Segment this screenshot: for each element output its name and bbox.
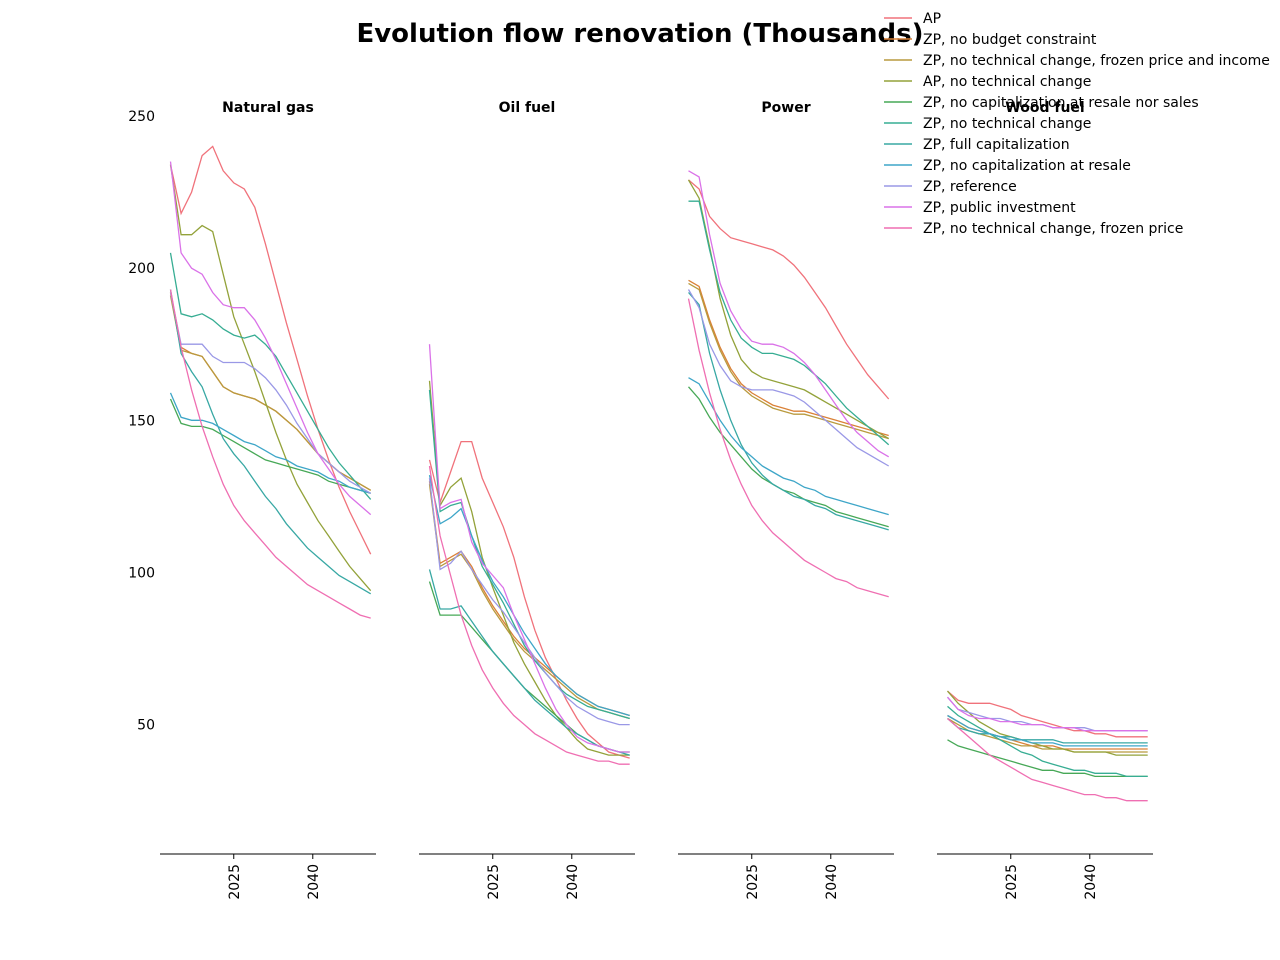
- legend-label: ZP, no technical change: [923, 116, 1091, 132]
- legend-entry: ZP, no capitalization at resale: [884, 158, 1131, 174]
- panel-oil-fuel: 2025 2040 Oil fuel: [419, 100, 635, 900]
- series-line: [169, 164, 372, 592]
- series-line: [428, 344, 630, 753]
- series-line: [428, 484, 630, 720]
- x-tick-label: 2040: [1083, 864, 1099, 900]
- panel-title: Power: [761, 100, 810, 116]
- series-line: [428, 478, 630, 726]
- series-line: [169, 398, 371, 494]
- x-tick-label: 2040: [824, 864, 840, 900]
- x-tick-label: 2025: [745, 864, 761, 900]
- x-tick-label: 2025: [227, 864, 243, 900]
- panel-wood-fuel: 2025 2040 Wood fuel: [937, 100, 1153, 900]
- x-tick-label: 2025: [1004, 864, 1020, 900]
- series-line: [687, 289, 890, 467]
- series-line: [687, 179, 890, 440]
- x-tick-label: 2040: [306, 864, 322, 900]
- series-line: [428, 440, 630, 759]
- legend-label: ZP, reference: [923, 179, 1017, 195]
- series-line: [947, 718, 1148, 802]
- panel-power: 2025 2040 Power: [678, 100, 894, 900]
- series-line: [947, 690, 1148, 756]
- series-line: [688, 282, 889, 440]
- y-tick-label: 50: [137, 718, 155, 734]
- legend-entry: ZP, public investment: [884, 200, 1076, 216]
- chart-title: Evolution flow renovation (Thousands): [356, 19, 923, 49]
- x-tick-label: 2025: [486, 864, 502, 900]
- series-line: [169, 289, 372, 595]
- x-tick-label: 2040: [565, 864, 581, 900]
- series-line: [688, 377, 889, 516]
- series-line: [947, 739, 1148, 778]
- series-line: [688, 170, 890, 458]
- legend-label: AP: [923, 11, 941, 27]
- series-line: [428, 465, 630, 765]
- legend-label: ZP, no technical change, frozen price: [923, 221, 1183, 237]
- series-line: [428, 569, 630, 756]
- series-line: [688, 279, 889, 437]
- panel-natural-gas: 2025 2040 Natural gas: [160, 100, 376, 900]
- legend-entry: ZP, full capitalization: [884, 137, 1070, 153]
- y-tick-label: 200: [128, 261, 155, 277]
- legend: AP ZP, no budget constraint ZP, no technic…: [884, 11, 1270, 237]
- legend-entry: ZP, no technical change: [884, 116, 1091, 132]
- legend-label: ZP, no budget constraint: [923, 32, 1097, 48]
- y-tick-label: 250: [128, 109, 155, 125]
- legend-label: ZP, public investment: [923, 200, 1076, 216]
- legend-entry: AP: [884, 11, 941, 27]
- series-line: [688, 200, 890, 446]
- panel-title: Wood fuel: [1005, 100, 1084, 116]
- legend-label: ZP, full capitalization: [923, 137, 1070, 153]
- y-tick-label: 150: [128, 413, 155, 429]
- legend-entry: AP, no technical change: [884, 74, 1091, 90]
- series-line: [428, 380, 630, 756]
- series-line: [169, 289, 371, 619]
- legend-entry: ZP, reference: [884, 179, 1017, 195]
- legend-entry: ZP, no capitalization at resale nor sale…: [884, 95, 1199, 111]
- series-line: [688, 179, 890, 400]
- legend-label: ZP, no technical change, frozen price an…: [923, 53, 1270, 69]
- legend-entry: ZP, no budget constraint: [884, 32, 1097, 48]
- legend-entry: ZP, no technical change, frozen price: [884, 221, 1183, 237]
- series-line: [688, 292, 889, 531]
- y-tick-label: 100: [128, 566, 155, 582]
- series-line: [428, 481, 630, 717]
- series-line: [947, 705, 1148, 778]
- legend-entry: ZP, no technical change, frozen price an…: [884, 53, 1270, 69]
- series-line: [947, 718, 1148, 744]
- series-line: [687, 298, 889, 598]
- series-line: [428, 389, 630, 720]
- y-tick-labels: 50 100 150 200 250: [128, 109, 155, 734]
- series-line: [169, 292, 372, 494]
- series-line: [947, 696, 1148, 732]
- legend-label: ZP, no capitalization at resale: [923, 158, 1131, 174]
- panel-title: Oil fuel: [499, 100, 556, 116]
- panel-title: Natural gas: [222, 100, 314, 116]
- series-line: [947, 690, 1148, 738]
- series-line: [169, 292, 372, 491]
- series-line: [947, 714, 1148, 747]
- series-line: [428, 474, 630, 717]
- series-line: [169, 252, 372, 500]
- legend-label: ZP, no capitalization at resale nor sale…: [923, 95, 1199, 111]
- series-line: [169, 161, 372, 516]
- legend-label: AP, no technical change: [923, 74, 1091, 90]
